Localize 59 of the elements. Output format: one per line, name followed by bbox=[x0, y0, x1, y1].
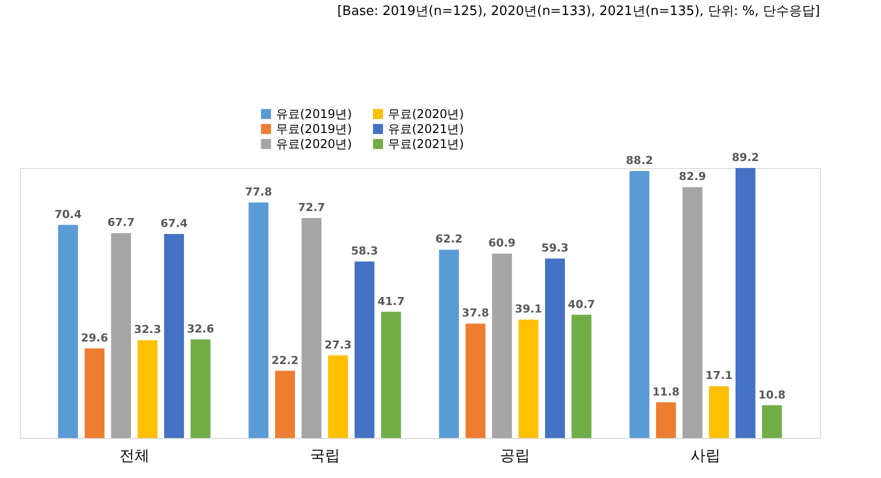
data-label: 72.7 bbox=[298, 200, 326, 214]
bar bbox=[190, 339, 210, 438]
bar bbox=[354, 262, 374, 438]
x-tick-label: 공립 bbox=[500, 446, 530, 464]
bar bbox=[656, 402, 676, 438]
legend-label: 유료(2020년) bbox=[276, 137, 352, 151]
data-label: 67.7 bbox=[107, 216, 135, 230]
bar bbox=[328, 355, 348, 438]
bar bbox=[709, 386, 729, 438]
bar bbox=[545, 258, 565, 438]
bar bbox=[439, 250, 459, 438]
data-label: 22.2 bbox=[271, 354, 299, 367]
bar bbox=[492, 254, 512, 438]
bar bbox=[466, 324, 486, 438]
bar bbox=[58, 224, 78, 438]
bar bbox=[302, 218, 322, 438]
data-label: 62.2 bbox=[435, 232, 463, 246]
data-label: 10.8 bbox=[758, 388, 786, 402]
data-label: 39.1 bbox=[514, 302, 542, 316]
bar bbox=[248, 202, 268, 438]
data-label: 40.7 bbox=[568, 298, 596, 311]
legend-label: 무료(2021년) bbox=[388, 137, 464, 151]
legend-label: 무료(2020년) bbox=[388, 107, 464, 121]
data-label: 32.3 bbox=[134, 323, 162, 336]
bar bbox=[111, 233, 131, 438]
bar bbox=[762, 405, 782, 438]
data-label: 59.3 bbox=[541, 242, 569, 255]
bar bbox=[518, 320, 538, 438]
data-label: 88.2 bbox=[626, 154, 654, 168]
data-label: 77.8 bbox=[244, 186, 272, 199]
data-label: 27.3 bbox=[324, 338, 352, 352]
data-label: 82.9 bbox=[678, 170, 706, 184]
data-label: 11.8 bbox=[652, 385, 680, 398]
bar bbox=[84, 348, 104, 438]
data-label: 37.8 bbox=[462, 306, 490, 320]
data-label: 29.6 bbox=[80, 331, 108, 344]
legend-label: 무료(2019년) bbox=[276, 122, 352, 136]
x-tick-label: 국립 bbox=[310, 446, 340, 464]
bar bbox=[682, 187, 702, 438]
data-label: 58.3 bbox=[350, 244, 378, 258]
bar bbox=[630, 171, 650, 438]
legend-label: 유료(2019년) bbox=[276, 107, 352, 121]
legend-label: 유료(2021년) bbox=[388, 122, 464, 136]
data-label: 41.7 bbox=[377, 294, 405, 308]
data-label: 70.4 bbox=[54, 208, 82, 221]
data-label: 17.1 bbox=[705, 369, 733, 382]
data-label: 32.6 bbox=[186, 322, 214, 336]
data-label: 89.2 bbox=[732, 151, 760, 164]
bar bbox=[275, 370, 295, 438]
text: [Base: 2019년(n=125), 2020년(n=133), 2021년(n=135), 단위: %, 단수응답] bbox=[337, 4, 820, 19]
bar bbox=[138, 340, 158, 438]
bar bbox=[572, 314, 592, 438]
bar bbox=[164, 234, 184, 438]
x-tick-label: 사립 bbox=[690, 446, 721, 464]
data-label: 67.4 bbox=[160, 216, 188, 230]
x-tick-label: 전체 bbox=[119, 446, 150, 464]
data-label: 60.9 bbox=[488, 236, 516, 250]
bar bbox=[736, 168, 756, 438]
bar bbox=[381, 312, 401, 438]
